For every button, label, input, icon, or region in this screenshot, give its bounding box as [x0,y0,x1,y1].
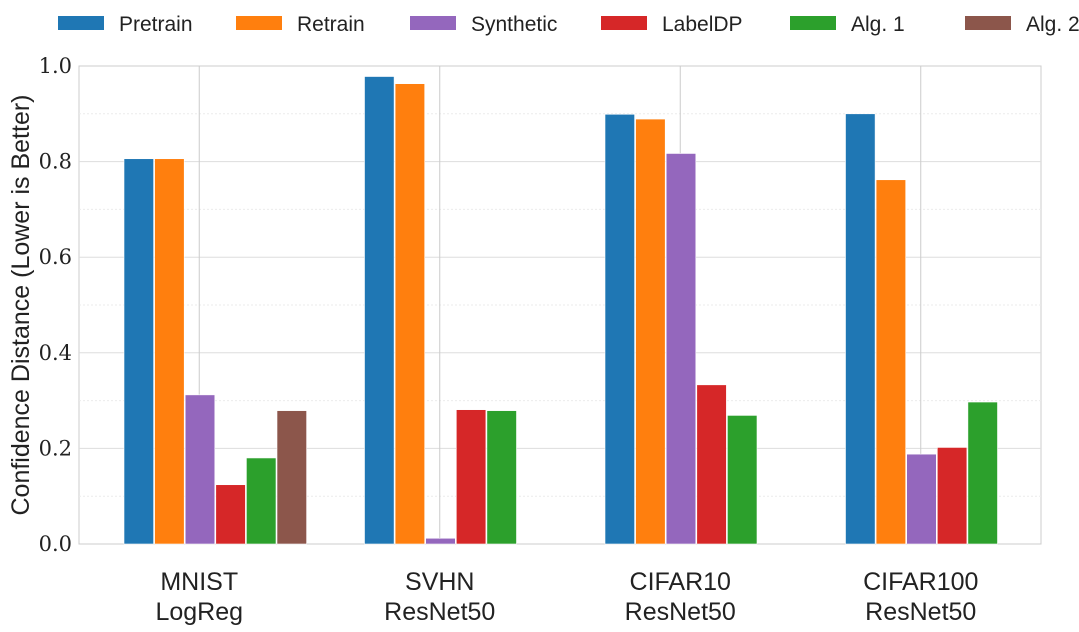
bar-synthetic-1 [425,537,456,545]
x-tick-label: MNIST [160,568,238,596]
bar-alg-1-3 [967,401,998,545]
x-tick-label-sub: ResNet50 [384,598,495,626]
x-tick-label: CIFAR100 [863,568,978,596]
bar-labeldp-2 [696,384,727,545]
x-tick-label-sub: ResNet50 [625,598,736,626]
y-axis-label: Confidence Distance (Lower is Better) [7,94,35,515]
legend-swatch [965,16,1011,30]
bar-alg-1-1 [486,410,517,545]
bar-retrain-1 [394,83,426,545]
y-tick-label: 0.6 [39,245,72,269]
y-tick-label: 0.2 [39,436,72,460]
bar-labeldp-1 [455,409,487,545]
bar-alg-1-2 [727,415,758,545]
y-tick-label: 0.4 [39,341,72,365]
y-tick-label: 0.8 [39,150,72,174]
legend-swatch [601,16,647,30]
bar-pretrain-2 [604,113,635,545]
bar-pretrain-1 [364,76,395,545]
y-tick-label: 1.0 [39,54,72,78]
legend: Pretrain Retrain Synthetic LabelDP Alg. 1 Alg… [58,13,1079,36]
legend-swatch [790,16,836,30]
x-tick-label-sub: LogReg [155,598,243,626]
x-tick-label: SVHN [405,568,474,596]
bar-pretrain-0 [123,158,154,545]
y-tick-label: 0.0 [39,532,72,556]
bar-retrain-0 [154,158,185,545]
legend-label: LabelDP [662,13,743,36]
x-axis: MNISTLogRegSVHNResNet50CIFAR10ResNet50CI… [155,568,978,626]
x-tick-label: CIFAR10 [630,568,731,596]
y-axis: 0.0 0.2 0.4 0.6 0.8 1.0 [39,54,72,556]
bar-labeldp-0 [215,484,246,545]
bar-synthetic-0 [184,394,216,545]
bar-labeldp-3 [936,447,968,545]
legend-label: Alg. 1 [851,13,905,36]
bar-retrain-3 [875,179,906,545]
bar-synthetic-3 [906,453,937,545]
legend-label: Retrain [297,13,365,36]
legend-label: Synthetic [471,13,557,36]
bar-retrain-2 [635,118,666,545]
legend-swatch [58,16,104,30]
bar-pretrain-3 [845,113,876,545]
x-tick-label-sub: ResNet50 [865,598,976,626]
legend-label: Alg. 2 [1026,13,1079,36]
bar-alg-1-0 [246,457,277,545]
legend-swatch [236,16,282,30]
bars [123,76,998,545]
legend-label: Pretrain [119,13,193,36]
bar-alg-2-0 [276,410,307,545]
legend-swatch [410,16,456,30]
bar-synthetic-2 [665,153,697,545]
